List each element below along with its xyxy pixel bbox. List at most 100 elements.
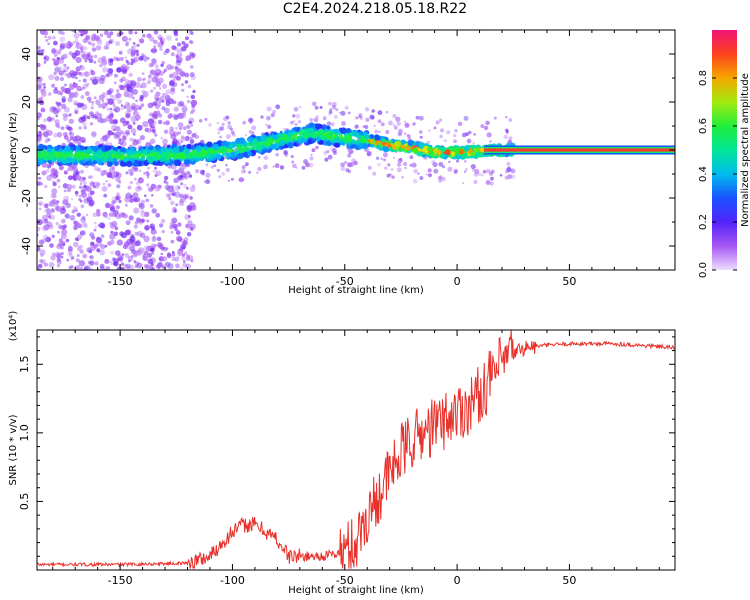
noise-dot [55, 251, 62, 258]
noise-dot [156, 236, 162, 242]
noise-dot [72, 206, 78, 211]
noise-dot [37, 62, 41, 68]
noise-dot [154, 185, 161, 192]
noise-dot [56, 253, 62, 259]
noise-dot [58, 102, 62, 106]
noise-dot [47, 42, 50, 45]
ridge-dot [279, 130, 283, 134]
noise-dot [111, 220, 118, 227]
noise-dot [135, 49, 139, 54]
noise-dot [171, 224, 175, 228]
noise-dot [504, 175, 509, 180]
noise-dot [125, 220, 131, 226]
ridge-dot [289, 129, 294, 134]
noise-dot [49, 243, 54, 248]
noise-dot [148, 74, 152, 79]
noise-dot [151, 194, 154, 197]
noise-dot [101, 99, 105, 103]
noise-dot [395, 116, 401, 122]
noise-dot [149, 204, 154, 208]
noise-dot [127, 185, 132, 190]
ridge-dot [42, 159, 46, 164]
noise-dot [92, 114, 97, 118]
noise-dot [472, 142, 475, 145]
noise-dot [190, 94, 195, 100]
noise-dot [164, 261, 171, 268]
noise-dot [38, 130, 42, 134]
noise-dot [242, 120, 246, 125]
noise-dot [66, 183, 73, 190]
noise-dot [57, 185, 61, 189]
noise-dot [153, 39, 158, 45]
noise-dot [93, 166, 99, 172]
noise-dot [62, 199, 69, 206]
noise-dot [114, 131, 122, 138]
noise-dot [162, 138, 168, 145]
noise-dot [94, 35, 100, 41]
noise-dot [86, 196, 93, 203]
noise-dot [133, 224, 138, 229]
noise-dot [505, 169, 509, 174]
noise-dot [186, 231, 192, 237]
noise-dot [377, 162, 381, 167]
noise-dot [472, 168, 475, 172]
noise-dot [213, 164, 217, 167]
ridge-dot [271, 133, 278, 140]
spectrogram-ridge [37, 122, 675, 168]
noise-dot [160, 41, 165, 45]
ridge-dot [225, 152, 231, 158]
noise-dot [116, 239, 123, 246]
noise-dot [135, 186, 141, 192]
noise-dot [128, 215, 134, 221]
noise-dot [274, 163, 280, 169]
noise-dot [137, 177, 144, 184]
noise-dot [194, 132, 197, 135]
noise-dot [69, 214, 76, 221]
noise-dot [43, 118, 47, 123]
noise-dot [154, 174, 158, 177]
noise-dot [188, 32, 192, 35]
noise-dot [66, 66, 70, 70]
noise-dot [140, 82, 147, 89]
noise-dot [52, 181, 57, 187]
noise-dot [82, 116, 86, 119]
ridge-dot [90, 155, 96, 161]
ridge-dot [47, 154, 55, 161]
noise-dot [135, 114, 141, 120]
noise-dot [505, 129, 509, 133]
ridge-dot [307, 139, 312, 144]
noise-dot [81, 86, 86, 91]
noise-dot [473, 180, 478, 184]
ridge-dot [374, 134, 381, 141]
noise-dot [112, 257, 117, 262]
noise-dot [136, 262, 143, 269]
noise-dot [58, 70, 64, 76]
noise-dot [102, 66, 108, 73]
ridge-dot [292, 137, 296, 141]
noise-dot [51, 252, 57, 257]
noise-dot [87, 53, 91, 57]
noise-dot [340, 166, 346, 171]
noise-dot [313, 117, 319, 123]
noise-dot [43, 56, 47, 60]
noise-dot [92, 185, 96, 189]
noise-dot [146, 219, 150, 223]
ridge-dot [444, 149, 451, 156]
noise-dot [143, 172, 146, 175]
noise-dot [173, 169, 179, 175]
noise-dot [465, 132, 469, 137]
noise-dot [291, 160, 295, 164]
noise-dot [387, 163, 391, 167]
noise-dot [135, 99, 138, 103]
noise-dot [142, 93, 148, 99]
noise-dot [292, 114, 296, 118]
noise-dot [107, 241, 112, 246]
noise-dot [75, 76, 78, 80]
noise-dot [356, 116, 359, 119]
noise-dot [297, 120, 302, 124]
noise-dot [178, 100, 185, 107]
noise-dot [272, 109, 276, 114]
noise-dot [170, 87, 176, 92]
ridge-dot [191, 150, 197, 155]
noise-dot [465, 168, 468, 171]
